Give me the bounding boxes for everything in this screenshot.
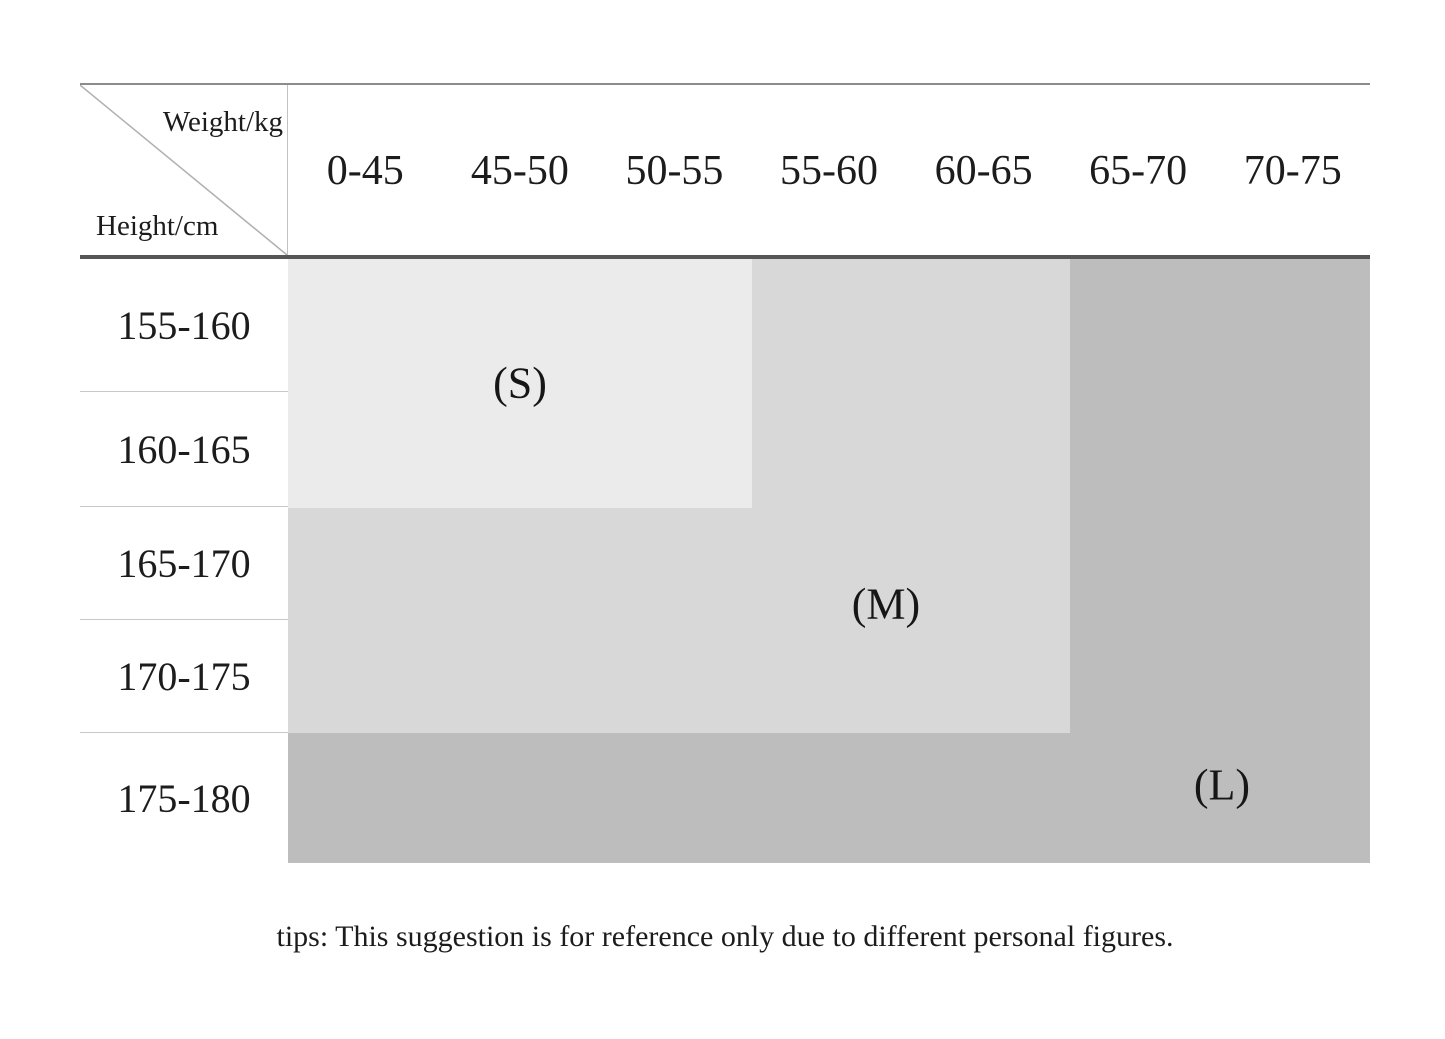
row-header-170-175: 170-175 [80, 620, 288, 733]
row-header-175-180: 175-180 [117, 775, 251, 821]
height-row-headers: 155-160 160-165 165-170 170-175 175-180 [80, 259, 288, 863]
height-axis-label: Height/cm [96, 210, 219, 242]
tips-note: tips: This suggestion is for reference o… [276, 920, 1174, 953]
row-header-165-170: 165-170 [80, 507, 288, 620]
column-header-65-70: 65-70 [1089, 148, 1188, 194]
size-label-m: (M) [851, 579, 921, 629]
size-region-s: (S) [288, 259, 752, 508]
column-header-70-75: 70-75 [1243, 148, 1342, 194]
diagonal-divider-icon [80, 85, 287, 255]
table-body: (L) (M) (S) 155-160 160-165 165-170 170-… [80, 259, 1370, 863]
size-label-s: (S) [493, 358, 547, 408]
corner-cell: Weight/kg Height/cm [80, 85, 288, 255]
row-header-160-165: 160-165 [80, 392, 288, 507]
header-bottom-rule [80, 255, 1370, 259]
table-header-row: Weight/kg Height/cm 0-45 45-50 50-55 55-… [80, 85, 1370, 255]
column-header-55-60: 55-60 [780, 148, 879, 194]
weight-axis-label: Weight/kg [162, 106, 283, 138]
column-header-60-65: 60-65 [934, 148, 1033, 194]
row-header-155-160: 155-160 [80, 259, 288, 392]
weight-column-headers: 0-45 45-50 50-55 55-60 60-65 65-70 70-75 [288, 85, 1370, 255]
column-header-45-50: 45-50 [470, 148, 569, 194]
size-table: Weight/kg Height/cm 0-45 45-50 50-55 55-… [80, 83, 1370, 863]
column-header-50-55: 50-55 [625, 148, 724, 194]
table-top-rule [80, 83, 1370, 85]
column-header-0-45: 0-45 [326, 148, 404, 194]
size-label-l: (L) [1193, 760, 1251, 810]
